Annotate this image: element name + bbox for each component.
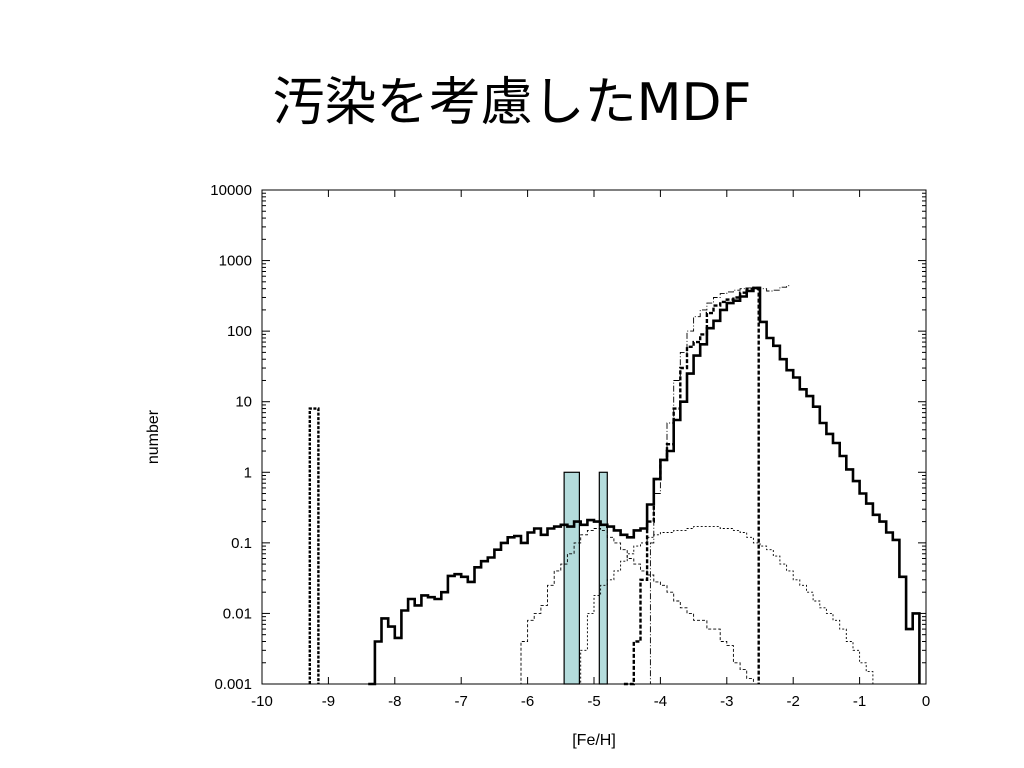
y-axis-ticks: 0.001 0.01 0.1 1 10 100 1000 10000 xyxy=(210,182,926,693)
y-tick-label: 0.01 xyxy=(223,605,252,622)
y-tick-label: 10000 xyxy=(210,182,252,199)
y-tick-label: 0.1 xyxy=(231,535,252,552)
y-tick-label: 0.001 xyxy=(214,676,252,693)
series-line-solid-thick xyxy=(368,286,921,686)
x-tick-label: 0 xyxy=(922,693,930,710)
y-tick-label: 1000 xyxy=(219,253,252,270)
x-tick-label: -2 xyxy=(787,693,800,710)
x-tick-label: -3 xyxy=(720,693,733,710)
shaded-bars xyxy=(563,471,608,685)
shaded-bar xyxy=(563,471,580,685)
series-line-dashed-thin xyxy=(514,528,754,685)
series-line-dashed-thick-spike xyxy=(308,407,320,684)
shaded-bar xyxy=(598,471,608,685)
y-tick-label: 100 xyxy=(227,323,252,340)
y-axis-label: number xyxy=(145,409,162,464)
x-tick-label: -1 xyxy=(853,693,866,710)
y-tick-label: 10 xyxy=(235,394,252,411)
x-axis-label: [Fe/H] xyxy=(572,732,616,749)
x-axis-ticks: -10 -9 -8 -7 -6 -5 -4 -3 -2 -1 0 xyxy=(251,190,930,710)
series-lines xyxy=(308,285,921,686)
slide-title: 汚染を考慮したMDF xyxy=(272,73,752,133)
x-tick-label: -10 xyxy=(251,693,273,710)
x-tick-label: -4 xyxy=(654,693,667,710)
x-tick-label: -9 xyxy=(322,693,335,710)
x-tick-label: -8 xyxy=(388,693,401,710)
series-line-dashdot-thin xyxy=(647,285,790,685)
x-tick-label: -6 xyxy=(521,693,534,710)
y-tick-label: 1 xyxy=(244,464,252,481)
series-line-dashed-thick xyxy=(623,287,760,686)
x-tick-label: -7 xyxy=(455,693,468,710)
series-line-dotted-thin xyxy=(574,526,874,685)
x-tick-label: -5 xyxy=(587,693,600,710)
